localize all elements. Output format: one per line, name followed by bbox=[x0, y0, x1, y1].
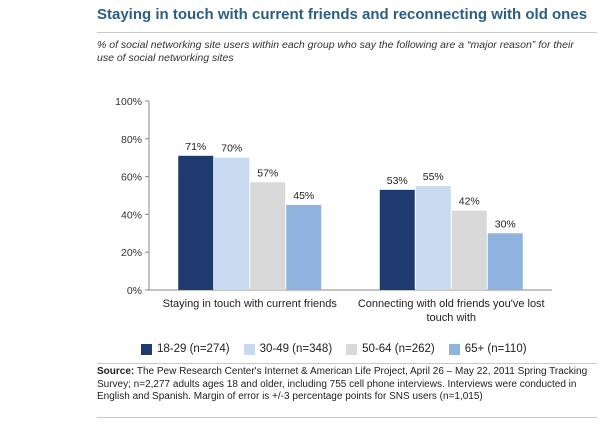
x-tick-label: Staying in touch with current friends bbox=[163, 298, 338, 310]
legend-item-50-64: 50-64 (n=262) bbox=[346, 343, 435, 355]
y-tick-label: 100% bbox=[115, 96, 142, 108]
bar bbox=[451, 210, 487, 290]
data-label: 30% bbox=[495, 218, 516, 230]
bar bbox=[250, 182, 286, 290]
legend-label-18-29: 18-29 (n=274) bbox=[157, 343, 230, 355]
legend-swatch-50-64 bbox=[346, 343, 358, 355]
legend-item-30-49: 30-49 (n=348) bbox=[243, 343, 333, 355]
bar bbox=[415, 186, 451, 290]
bar bbox=[379, 189, 415, 290]
legend-item-18-29: 18-29 (n=274) bbox=[141, 343, 230, 355]
bottom-divider bbox=[97, 417, 597, 418]
data-label: 55% bbox=[423, 171, 444, 183]
legend-divider bbox=[97, 363, 597, 364]
legend-swatch-30-49 bbox=[243, 343, 255, 355]
source-text: The Pew Research Center's Internet & Ame… bbox=[97, 366, 588, 402]
legend-label-65-plus: 65+ (n=110) bbox=[464, 343, 527, 355]
bar bbox=[178, 155, 214, 290]
legend-swatch-18-29 bbox=[141, 343, 152, 355]
legend-item-65-plus: 65+ (n=110) bbox=[448, 343, 527, 355]
data-label: 71% bbox=[185, 141, 206, 153]
bar-chart: 0% 20% 40% 60% 80% 100% 71% 70% 57% 45% Staying in… bbox=[115, 96, 552, 324]
data-label: 70% bbox=[221, 143, 242, 155]
legend-label-50-64: 50-64 (n=262) bbox=[362, 343, 435, 355]
data-label: 53% bbox=[387, 175, 408, 187]
bar bbox=[487, 233, 523, 290]
title-divider bbox=[97, 32, 597, 33]
bar bbox=[214, 157, 250, 290]
y-tick-label: 80% bbox=[121, 134, 142, 146]
data-label: 57% bbox=[257, 167, 278, 179]
y-tick-label: 0% bbox=[127, 285, 142, 297]
data-label: 45% bbox=[293, 190, 314, 202]
legend-swatch-65-plus bbox=[448, 343, 460, 355]
bar bbox=[286, 204, 322, 290]
source-label: Source: bbox=[97, 366, 135, 377]
chart-subtitle: % of social networking site users within… bbox=[97, 39, 574, 64]
chart-legend: 18-29 (n=274) 30-49 (n=348) 50-64 (n=262… bbox=[141, 343, 601, 355]
y-tick-label: 60% bbox=[121, 172, 142, 184]
source-note: Source: The Pew Research Center's Intern… bbox=[97, 366, 597, 404]
chart-title: Staying in touch with current friends an… bbox=[97, 6, 588, 23]
x-tick-label: Connecting with old friends you've lost t… bbox=[358, 298, 545, 324]
legend-label-30-49: 30-49 (n=348) bbox=[259, 343, 333, 355]
y-tick-label: 20% bbox=[121, 247, 142, 259]
data-label: 42% bbox=[459, 196, 480, 208]
y-tick-label: 40% bbox=[121, 209, 142, 221]
